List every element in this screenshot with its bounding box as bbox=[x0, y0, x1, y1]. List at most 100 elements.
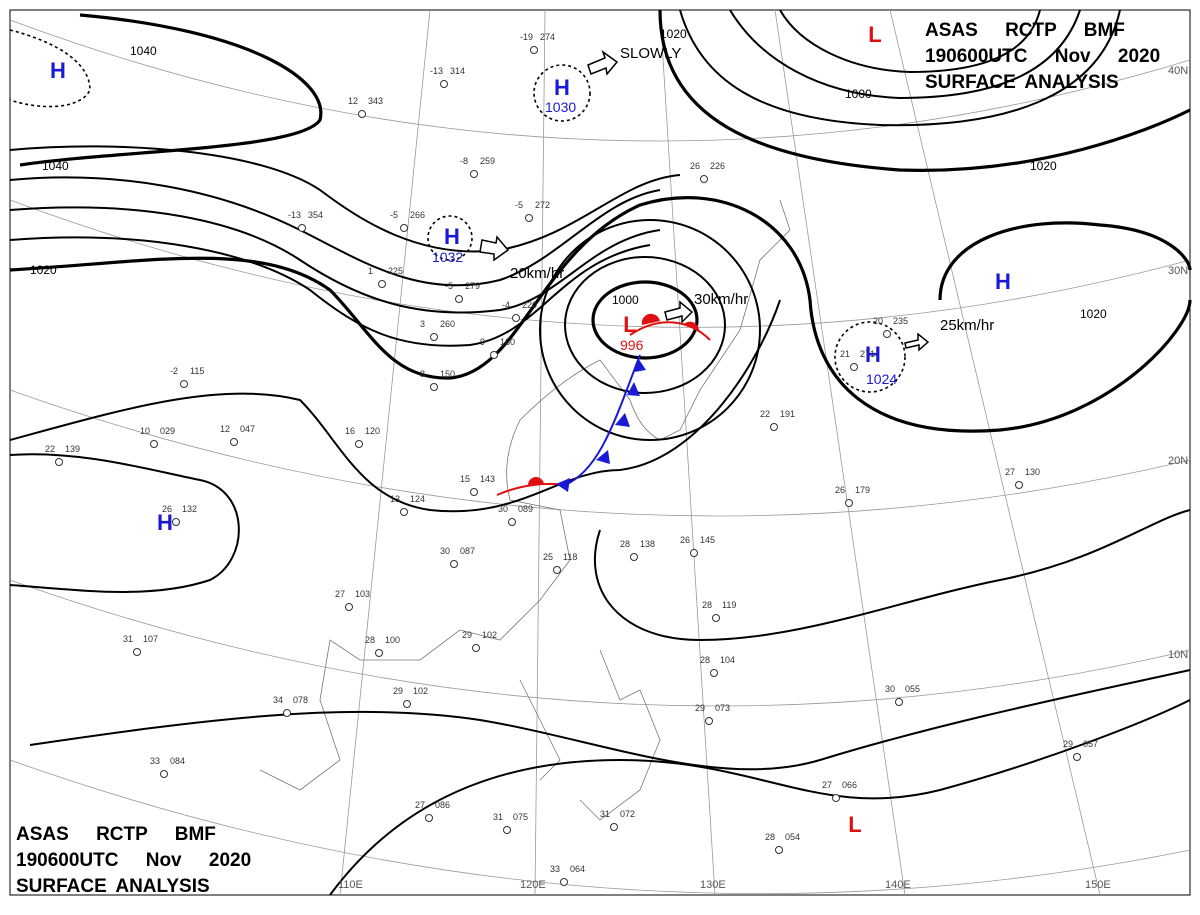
station-marker bbox=[160, 770, 168, 778]
longitude-label: 150E bbox=[1085, 879, 1111, 891]
station-temp: -5 bbox=[515, 200, 523, 210]
station-marker bbox=[1073, 753, 1081, 761]
station-pressure: 120 bbox=[365, 426, 380, 436]
station-marker bbox=[560, 878, 568, 886]
station-temp: 22 bbox=[760, 409, 770, 419]
isobar-label: 1020 bbox=[1080, 307, 1107, 321]
station-pressure: 279 bbox=[465, 281, 480, 291]
motion-label: SLOWLY bbox=[620, 45, 681, 62]
station-marker bbox=[630, 553, 638, 561]
station-pressure: 102 bbox=[482, 630, 497, 640]
isobar-label: 1000 bbox=[612, 293, 639, 307]
station-pressure: 089 bbox=[518, 504, 533, 514]
station-temp: 30 bbox=[498, 504, 508, 514]
station-pressure: 075 bbox=[513, 812, 528, 822]
station-pressure: 029 bbox=[160, 426, 175, 436]
station-temp: 13 bbox=[390, 494, 400, 504]
station-pressure: 354 bbox=[308, 210, 323, 220]
station-marker bbox=[450, 560, 458, 568]
station-pressure: 220 bbox=[522, 300, 537, 310]
station-marker bbox=[400, 508, 408, 516]
station-temp: 31 bbox=[493, 812, 503, 822]
station-pressure: 100 bbox=[385, 635, 400, 645]
center-pressure: 996 bbox=[620, 337, 644, 353]
station-temp: 8 bbox=[420, 369, 425, 379]
station-marker bbox=[283, 709, 291, 717]
longitude-label: 130E bbox=[700, 879, 726, 891]
isobar-label: 1020 bbox=[1030, 159, 1057, 173]
station-temp: 15 bbox=[460, 474, 470, 484]
latitude-label: 20N bbox=[1168, 455, 1188, 467]
station-pressure: 084 bbox=[170, 756, 185, 766]
station-pressure: 072 bbox=[620, 809, 635, 819]
center-pressure: 1032 bbox=[432, 249, 463, 265]
station-temp: 29 bbox=[462, 630, 472, 640]
graticule bbox=[9, 9, 1191, 896]
station-pressure: 271 bbox=[860, 349, 875, 359]
low-center: L bbox=[868, 22, 881, 47]
footer-line: SURFACE ANALYSIS bbox=[16, 876, 210, 897]
station-temp: 28 bbox=[620, 539, 630, 549]
station-marker bbox=[430, 333, 438, 341]
station-pressure: 103 bbox=[355, 589, 370, 599]
station-pressure: 086 bbox=[435, 800, 450, 810]
station-pressure: 225 bbox=[388, 266, 403, 276]
station-marker bbox=[512, 314, 520, 322]
station-marker bbox=[530, 46, 538, 54]
high-center: H bbox=[865, 342, 881, 367]
station-pressure: 314 bbox=[450, 66, 465, 76]
station-temp: -2 bbox=[170, 366, 178, 376]
station-marker bbox=[503, 826, 511, 834]
station-temp: 16 bbox=[345, 426, 355, 436]
high-center: H bbox=[157, 510, 173, 535]
station-temp: -5 bbox=[445, 281, 453, 291]
station-pressure: 107 bbox=[143, 634, 158, 644]
station-pressure: 087 bbox=[460, 546, 475, 556]
station-temp: 26 bbox=[680, 535, 690, 545]
annotations: HH1030H1032H1024HHL996LL1040104010201000… bbox=[30, 22, 1188, 891]
station-marker bbox=[705, 717, 713, 725]
station-temp: 33 bbox=[150, 756, 160, 766]
longitude-label: 110E bbox=[338, 879, 363, 891]
station-marker bbox=[832, 794, 840, 802]
station-marker bbox=[700, 175, 708, 183]
station-pressure: 066 bbox=[842, 780, 857, 790]
station-pressure: 078 bbox=[293, 695, 308, 705]
station-temp: -5 bbox=[390, 210, 398, 220]
station-temp: 9 bbox=[480, 337, 485, 347]
high-center: H bbox=[554, 75, 570, 100]
footer: ASAS RCTP BMF 190600UTC Nov 2020 SURFACE… bbox=[16, 824, 251, 897]
station-pressure: 124 bbox=[410, 494, 425, 504]
station-pressure: 057 bbox=[1083, 739, 1098, 749]
station-marker bbox=[425, 814, 433, 822]
station-marker bbox=[610, 823, 618, 831]
station-pressure: 160 bbox=[500, 337, 515, 347]
isobars bbox=[9, 9, 1192, 896]
station-marker bbox=[470, 170, 478, 178]
station-marker bbox=[133, 648, 141, 656]
station-pressure: 259 bbox=[480, 156, 495, 166]
station-marker bbox=[553, 566, 561, 574]
station-pressure: 139 bbox=[65, 444, 80, 454]
station-temp: 29 bbox=[1063, 739, 1073, 749]
station-marker bbox=[358, 110, 366, 118]
station-marker bbox=[472, 644, 480, 652]
station-temp: 10 bbox=[140, 426, 150, 436]
station-marker bbox=[490, 351, 498, 359]
station-pressure: 102 bbox=[413, 686, 428, 696]
station-pressure: 115 bbox=[190, 366, 204, 376]
station-temp: 29 bbox=[393, 686, 403, 696]
station-marker bbox=[172, 518, 180, 526]
station-temp: 26 bbox=[690, 161, 700, 171]
map-frame bbox=[9, 9, 1191, 896]
station-pressure: 104 bbox=[720, 655, 735, 665]
station-marker bbox=[850, 363, 858, 371]
latitude-label: 10N bbox=[1168, 649, 1188, 661]
station-temp: 26 bbox=[162, 504, 172, 514]
center-pressure: 1030 bbox=[545, 99, 576, 115]
station-marker bbox=[455, 295, 463, 303]
station-pressure: 130 bbox=[1025, 467, 1040, 477]
station-pressure: 138 bbox=[640, 539, 655, 549]
isobar-label: 1040 bbox=[42, 159, 69, 173]
